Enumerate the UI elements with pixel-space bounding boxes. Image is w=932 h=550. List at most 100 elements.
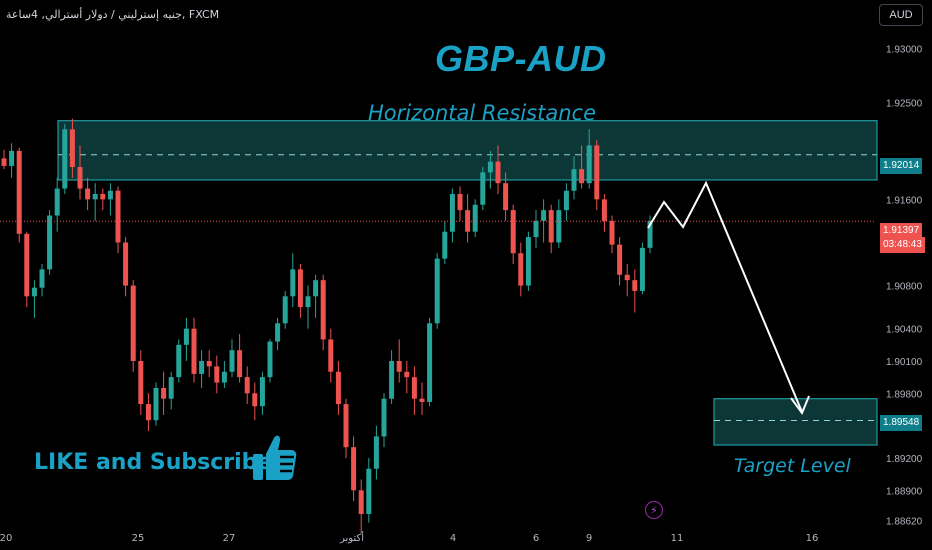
- candle-body: [343, 404, 349, 448]
- candle-body: [427, 323, 433, 402]
- candle-body: [244, 377, 250, 394]
- x-tick-label: 9: [586, 533, 592, 544]
- candle-body: [404, 371, 410, 378]
- candle-body: [533, 220, 539, 238]
- candle-body: [320, 280, 326, 340]
- pair-title: GBP-AUD: [435, 38, 607, 79]
- candle-body: [586, 145, 592, 184]
- y-tick-label: 1.88620: [886, 516, 923, 527]
- symbol-info[interactable]: جنيه إسترليني / دولار أسترالي, 4ساعة, FX…: [6, 8, 220, 21]
- candle-body: [396, 360, 402, 372]
- candle-body: [366, 468, 372, 514]
- candle-body: [297, 269, 303, 308]
- candle-body: [161, 387, 167, 399]
- candle-body: [434, 258, 440, 324]
- axes-layer: 1.930001.925001.916001.912001.908001.904…: [0, 44, 923, 544]
- x-tick-label: 6: [533, 533, 539, 544]
- candle-body: [275, 323, 281, 342]
- candle-body: [487, 161, 493, 173]
- candle-body: [138, 360, 144, 405]
- candle-body: [229, 350, 235, 372]
- target-label: Target Level: [734, 455, 851, 477]
- candle-body: [351, 447, 357, 491]
- resistance-label: Horizontal Resistance: [368, 101, 597, 125]
- zones-layer: [57, 120, 878, 446]
- candle-body: [267, 341, 273, 378]
- y-tick-label: 1.91600: [886, 195, 923, 206]
- candle-body: [183, 328, 189, 345]
- candle-body: [176, 344, 182, 378]
- like-subscribe-text: LIKE and Subscribe: [34, 450, 273, 475]
- candle-body: [92, 193, 98, 200]
- candle-body: [563, 190, 569, 211]
- candle-body: [16, 150, 22, 234]
- x-tick-label: 11: [671, 533, 684, 544]
- candle-body: [624, 274, 630, 281]
- bolt-icon[interactable]: ⚡: [645, 501, 663, 519]
- candle-body: [495, 161, 501, 184]
- currency-button[interactable]: AUD: [879, 4, 923, 26]
- candle-body: [153, 387, 159, 421]
- candle-body: [123, 242, 129, 286]
- candle-body: [130, 285, 136, 361]
- y-tick-label: 1.90100: [886, 357, 923, 368]
- candle-body: [214, 366, 220, 383]
- candle-body: [518, 253, 524, 286]
- x-tick-label: 16: [806, 533, 819, 544]
- candles-layer: [1, 118, 653, 534]
- y-tick-label: 1.89800: [886, 389, 923, 400]
- candle-body: [594, 145, 600, 200]
- candle-body: [31, 287, 37, 297]
- candle-body: [145, 404, 151, 421]
- candle-body: [69, 129, 75, 168]
- candle-body: [115, 190, 121, 243]
- candle-body: [290, 269, 296, 297]
- y-tick-label: 1.89200: [886, 454, 923, 465]
- candle-body: [305, 296, 311, 308]
- candle-body: [206, 360, 212, 367]
- candle-body: [457, 193, 463, 211]
- x-tick-label: 25: [132, 533, 145, 544]
- candle-body: [100, 193, 106, 200]
- overlay-layer: [0, 180, 876, 416]
- candle-body: [221, 371, 227, 383]
- candle-body: [541, 210, 547, 221]
- target-price-tag: 1.89548: [880, 415, 923, 431]
- candle-body: [571, 169, 577, 191]
- candle-body: [328, 339, 334, 372]
- candle-body: [419, 398, 425, 402]
- thumbs-up-icon: [253, 435, 297, 480]
- candle-body: [252, 393, 258, 407]
- candle-body: [601, 199, 607, 221]
- candle-body: [556, 210, 562, 243]
- candle-body: [617, 244, 623, 275]
- candle-body: [373, 436, 379, 469]
- x-tick-label: 27: [223, 533, 236, 544]
- candle-body: [632, 280, 638, 291]
- candle-body: [54, 188, 60, 216]
- candle-body: [510, 210, 516, 254]
- candle-body: [548, 210, 554, 243]
- x-tick-label: أكتوبر: [339, 531, 364, 544]
- candle-body: [358, 490, 364, 514]
- candle-body: [259, 377, 265, 407]
- resistance-price-tag: 1.92014: [880, 158, 923, 174]
- candle-body: [313, 280, 319, 297]
- candle-body: [237, 350, 243, 378]
- x-tick-label: 20: [0, 533, 12, 544]
- candle-body: [442, 231, 448, 259]
- zone-0: [57, 120, 878, 181]
- countdown-tag: 03:48:43: [880, 237, 925, 253]
- current-price-tag: 1.91397: [880, 223, 923, 239]
- candle-body: [1, 158, 7, 166]
- candle-body: [647, 220, 653, 248]
- projection-arrowhead: [790, 395, 810, 416]
- projection-arrow: [647, 180, 803, 413]
- candle-body: [639, 247, 645, 291]
- candle-body: [47, 215, 53, 270]
- candle-body: [389, 360, 395, 399]
- candle-body: [282, 296, 288, 324]
- candle-body: [525, 237, 531, 286]
- candle-body: [411, 377, 417, 399]
